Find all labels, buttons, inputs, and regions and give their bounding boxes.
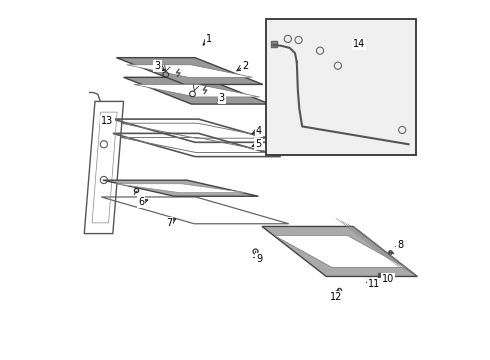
Text: 6: 6 bbox=[138, 197, 145, 207]
Polygon shape bbox=[103, 180, 258, 196]
Text: 2: 2 bbox=[242, 61, 248, 71]
Text: 1: 1 bbox=[206, 34, 212, 44]
Polygon shape bbox=[116, 184, 246, 193]
Text: 13: 13 bbox=[101, 116, 114, 126]
Polygon shape bbox=[262, 226, 417, 276]
Text: 4: 4 bbox=[255, 126, 262, 136]
Polygon shape bbox=[274, 235, 405, 267]
Text: 3: 3 bbox=[154, 61, 161, 71]
Text: 11: 11 bbox=[368, 279, 380, 289]
Text: 9: 9 bbox=[256, 254, 262, 264]
Text: 5: 5 bbox=[255, 139, 262, 149]
Polygon shape bbox=[134, 85, 260, 97]
Text: 12: 12 bbox=[330, 292, 343, 302]
Text: 10: 10 bbox=[382, 274, 394, 284]
Text: 3: 3 bbox=[219, 93, 225, 103]
Text: 14: 14 bbox=[353, 39, 366, 49]
Polygon shape bbox=[126, 65, 253, 77]
Text: 7: 7 bbox=[166, 218, 172, 228]
Polygon shape bbox=[123, 77, 270, 104]
Text: 8: 8 bbox=[397, 240, 403, 250]
Polygon shape bbox=[117, 58, 263, 85]
Bar bbox=[267, 19, 416, 155]
